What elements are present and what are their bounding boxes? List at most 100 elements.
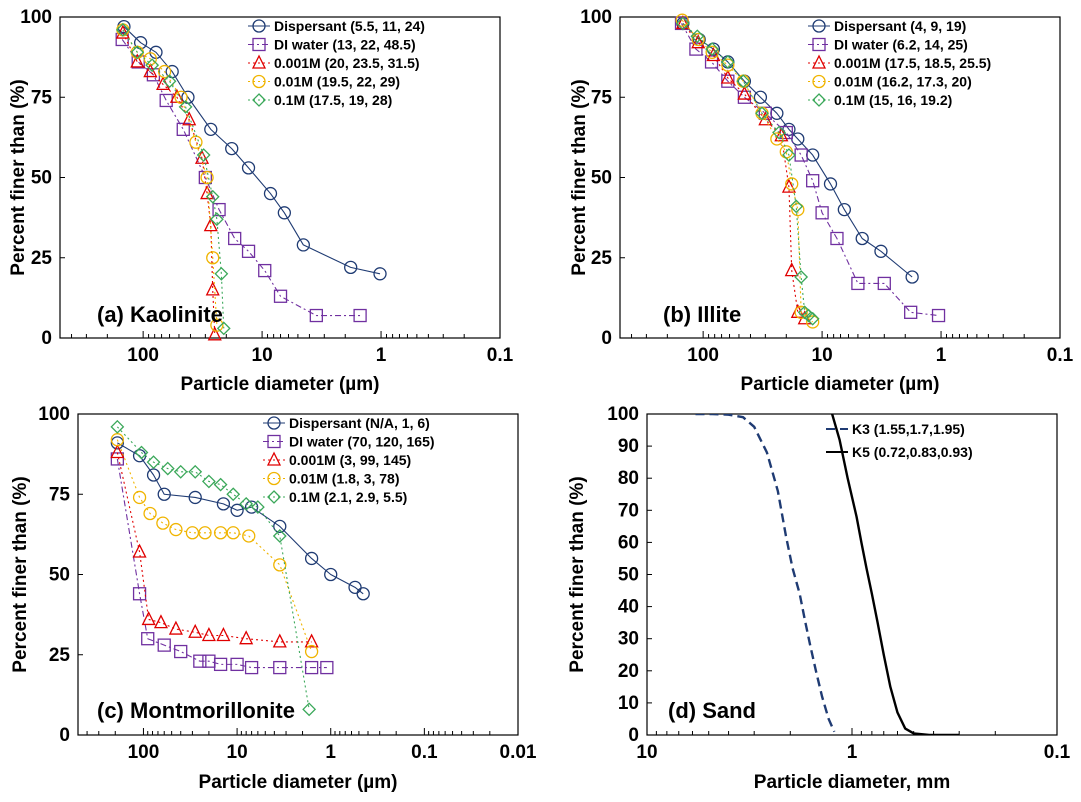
y-axis-title: Percent finer than (%) xyxy=(8,79,29,275)
data-point-m0001 xyxy=(706,47,721,62)
legend-label: 0.01M (16.2, 17.3, 20) xyxy=(834,74,972,90)
data-point-m01 xyxy=(675,16,690,31)
legend-entry-m001: 0.01M (1.8, 3, 78) xyxy=(263,471,400,487)
series-line-di_water xyxy=(121,39,361,317)
y-tick-label: 100 xyxy=(38,404,70,425)
data-point-m01 xyxy=(196,148,211,162)
legend-entry-m0001: 0.001M (17.5, 18.5, 25.5) xyxy=(808,54,991,71)
x-axis-title: Particle diameter (µm) xyxy=(741,374,940,395)
plot-frame xyxy=(646,413,1058,736)
series-m01 xyxy=(115,22,231,336)
legend-entry-m01: 0.1M (15, 16, 19.2) xyxy=(808,92,952,108)
data-point-di_water xyxy=(815,206,829,220)
series-di_water xyxy=(674,16,946,323)
series-line-dispersant xyxy=(117,442,364,595)
data-point-m001 xyxy=(242,529,256,543)
series-dispersant xyxy=(110,436,370,601)
data-point-m0001 xyxy=(168,620,183,635)
data-point-m001 xyxy=(675,13,689,27)
series-line-di_water xyxy=(116,458,327,669)
data-point-m001 xyxy=(210,318,224,332)
data-point-dispersant xyxy=(837,202,852,217)
data-point-m0001 xyxy=(143,63,158,78)
series-line-sand_k5 xyxy=(830,414,960,735)
data-point-m01 xyxy=(755,106,769,121)
data-point-di_water xyxy=(115,32,129,47)
data-point-m001 xyxy=(198,526,212,540)
series-m01 xyxy=(675,16,820,326)
series-dispersant xyxy=(117,19,387,281)
data-point-m001 xyxy=(226,526,240,540)
data-point-m0001 xyxy=(188,623,203,638)
y-tick-label: 100 xyxy=(20,7,52,28)
panel-label: (c) Montmorillonite xyxy=(97,698,295,723)
data-point-m01 xyxy=(201,474,216,489)
series-sand_k3 xyxy=(695,414,836,733)
x-tick-label: 1 xyxy=(376,345,387,366)
y-tick-label: 25 xyxy=(591,248,613,269)
legend-entry-di_water: DI water (70, 120, 165) xyxy=(263,434,435,450)
data-point-dispersant xyxy=(874,244,888,258)
legend-marker xyxy=(252,93,266,107)
data-point-di_water xyxy=(689,42,703,56)
data-point-m001 xyxy=(705,45,719,59)
data-point-dispersant xyxy=(348,580,362,594)
data-point-m0001 xyxy=(720,69,735,84)
data-point-m01 xyxy=(690,29,705,44)
x-tick-label: 100 xyxy=(127,345,159,366)
data-point-dispersant xyxy=(296,238,310,252)
data-point-m01 xyxy=(226,487,241,502)
legend-marker xyxy=(252,37,266,52)
data-point-dispersant xyxy=(230,503,244,517)
y-tick-label: 40 xyxy=(618,597,639,618)
data-point-di_water xyxy=(851,276,865,291)
data-point-m01 xyxy=(209,212,224,227)
data-point-m01 xyxy=(162,74,177,89)
legend-marker xyxy=(812,93,826,107)
y-tick-label: 75 xyxy=(49,484,71,505)
data-point-m0001 xyxy=(737,85,752,100)
data-point-m001 xyxy=(200,170,214,185)
series-line-m001 xyxy=(681,19,814,323)
data-point-m01 xyxy=(160,461,175,476)
data-point-di_water xyxy=(273,289,288,303)
data-point-m01 xyxy=(272,529,287,543)
data-point-m0001 xyxy=(216,627,231,642)
data-point-di_water xyxy=(213,657,228,672)
series-line-m01 xyxy=(116,426,310,710)
data-point-di_water xyxy=(721,74,735,88)
y-tick-label: 25 xyxy=(49,645,71,666)
data-point-di_water xyxy=(244,660,259,675)
series-line-m01 xyxy=(682,23,814,320)
x-tick-label: 100 xyxy=(687,345,719,366)
data-point-m01 xyxy=(705,42,720,57)
data-point-dispersant xyxy=(855,231,869,246)
legend-marker xyxy=(251,54,267,69)
legend-marker xyxy=(252,74,266,89)
data-point-m01 xyxy=(216,321,231,336)
data-point-di_water xyxy=(304,660,319,675)
data-point-m0001 xyxy=(153,614,169,629)
y-tick-label: 70 xyxy=(618,500,639,521)
data-point-m0001 xyxy=(203,217,218,232)
data-point-m001 xyxy=(174,90,188,104)
data-point-m0001 xyxy=(182,111,197,126)
x-tick-label: 10 xyxy=(252,345,273,366)
y-tick-label: 50 xyxy=(49,565,70,586)
data-point-di_water xyxy=(132,587,147,601)
legend-marker xyxy=(267,471,281,486)
legend-label: 0.1M (2.1, 2.9, 5.5) xyxy=(289,489,407,505)
data-point-m01 xyxy=(239,496,254,511)
data-point-di_water xyxy=(806,174,820,188)
y-tick-label: 90 xyxy=(618,436,639,457)
y-tick-label: 0 xyxy=(59,725,70,746)
data-point-m01 xyxy=(213,477,228,492)
data-point-m001 xyxy=(770,132,784,146)
data-point-dispersant xyxy=(324,567,338,582)
x-tick-label: 0.01 xyxy=(500,742,537,763)
series-sand_k5 xyxy=(830,414,960,735)
data-point-m01 xyxy=(188,464,203,479)
data-point-m01 xyxy=(805,311,820,326)
data-point-di_water xyxy=(241,244,256,258)
y-tick-label: 30 xyxy=(618,629,639,650)
